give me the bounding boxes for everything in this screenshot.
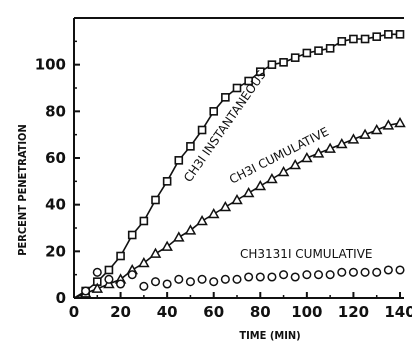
data-point-square [290,53,300,62]
data-point-triangle [277,165,290,177]
data-point-triangle [149,247,162,258]
data-point-circle [127,270,137,280]
data-point-square [384,30,393,39]
x-tick-label: 80 [250,303,271,321]
data-point-square [127,230,137,240]
data-point-square [139,216,149,226]
x-tick-label: 40 [157,303,178,321]
data-point-circle [279,270,289,280]
data-point-triangle [336,137,348,149]
data-point-triangle [196,214,208,226]
data-point-square [372,32,382,41]
data-point-triangle [207,207,220,219]
data-point-square [232,83,242,93]
data-point-circle [313,270,324,280]
data-point-circle [383,265,393,275]
data-point-circle [162,279,172,289]
data-point-square [302,48,312,58]
data-point-triangle [138,256,150,268]
x-tick-label: 100 [291,303,322,321]
x-tick-label: 60 [203,303,224,321]
data-point-circle [372,267,382,277]
data-point-square [337,37,347,46]
data-point-square [267,60,277,69]
data-point-circle [81,286,91,296]
data-point-circle [360,267,370,277]
data-point-triangle [347,133,360,144]
data-point-triangle [91,282,104,293]
data-point-circle [116,279,126,289]
data-point-triangle [301,151,313,163]
data-point-square [116,251,125,261]
data-point-circle [197,274,207,284]
data-point-circle [348,267,358,277]
data-point-triangle [312,147,325,158]
y-tick-label: 20 [45,242,66,260]
y-tick-label: 100 [35,56,66,74]
data-point-circle [302,270,312,280]
data-point-square [151,195,160,205]
data-point-circle [325,270,335,280]
y-tick-label: 60 [45,149,66,167]
data-point-circle [150,277,161,287]
x-tick-label: 140 [384,303,412,321]
data-point-square [209,107,219,116]
data-point-circle [139,281,149,291]
data-point-triangle [370,123,383,135]
data-point-circle [290,272,300,282]
data-point-circle [244,272,254,282]
data-point-triangle [289,158,301,170]
y-tick-label: 80 [45,102,66,120]
data-point-square [162,177,172,186]
plot-area: 0 20 40 60 80 100 0 20 40 60 80 100 120 140 [35,17,412,321]
data-point-triangle [394,116,406,128]
data-point-square [244,76,253,86]
data-point-circle [395,265,405,275]
series-label-ch3131i-cumulative: CH3131I CUMULATIVE [240,247,373,261]
data-point-triangle [266,172,278,184]
x-tick-label: 0 [69,303,79,321]
y-axis-title: PERCENT PENETRATION [16,124,29,256]
data-point-circle [255,272,265,282]
y-tick-label: 0 [56,289,66,307]
data-point-square [325,44,335,53]
data-point-circle [104,274,114,284]
data-point-triangle [242,186,255,198]
data-point-circle [232,274,242,284]
data-point-square [279,58,288,67]
data-point-circle [92,267,102,277]
data-point-triangle [254,179,267,191]
data-point-square [314,46,323,55]
data-point-circle [209,277,219,287]
x-tick-label: 20 [110,303,131,321]
data-point-square [186,142,195,151]
data-point-square [174,156,184,165]
data-point-triangle [382,119,395,130]
data-point-circle [185,277,195,287]
data-point-circle [220,274,230,284]
data-point-triangle [173,231,185,242]
data-point-triangle [184,224,197,235]
x-tick-label: 120 [338,303,369,321]
data-point-triangle [324,142,336,153]
data-point-circle [267,272,277,282]
data-point-triangle [231,193,243,205]
data-point-square [221,93,230,102]
data-point-square [360,34,370,44]
x-axis-title: TIME (MIN) [239,329,300,342]
data-point-triangle [219,200,232,212]
data-point-triangle [161,240,173,251]
data-point-square [104,265,114,275]
y-tick-label: 40 [45,196,66,214]
data-point-square [349,34,358,44]
data-point-square [255,67,265,76]
data-point-circle [337,267,347,277]
data-point-circle [174,274,184,284]
data-point-triangle [359,128,371,139]
data-point-square [197,125,207,135]
data-point-square [395,30,405,39]
